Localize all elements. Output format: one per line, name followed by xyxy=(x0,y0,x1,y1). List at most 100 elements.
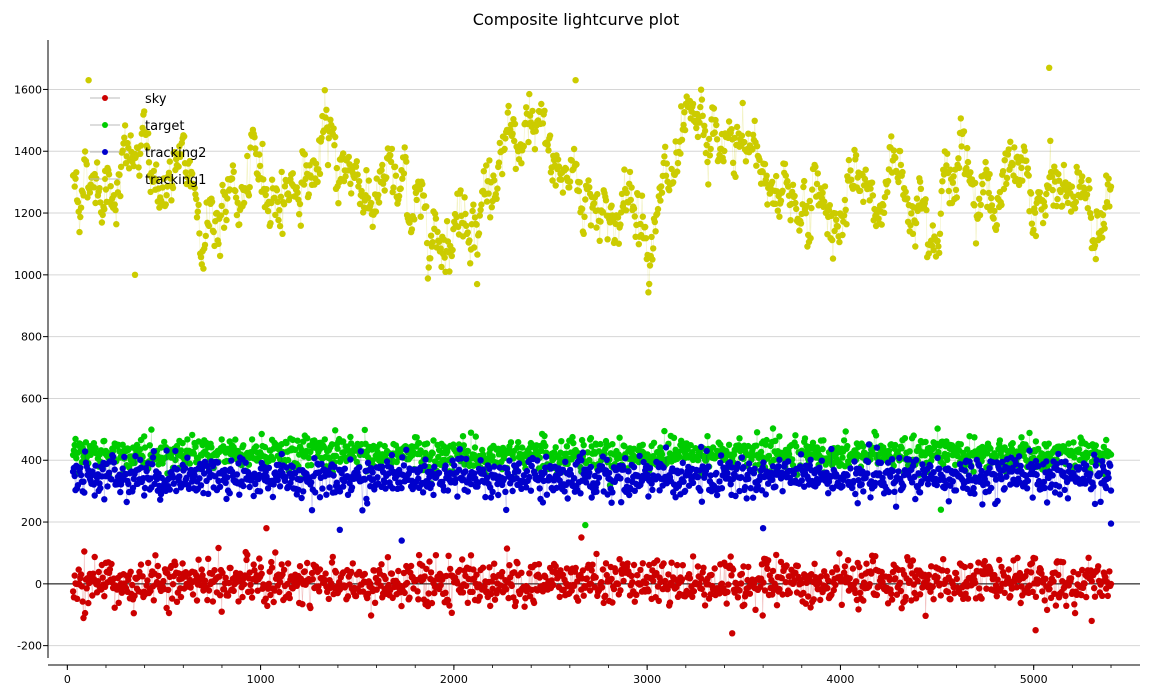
data-point xyxy=(593,224,600,231)
data-point xyxy=(470,201,477,208)
data-point xyxy=(541,107,548,115)
data-point xyxy=(196,230,203,237)
data-point xyxy=(578,205,586,213)
data-point xyxy=(90,184,98,191)
data-point xyxy=(200,265,207,272)
data-point xyxy=(738,132,746,139)
data-point xyxy=(305,191,312,198)
data-point xyxy=(907,222,914,229)
data-point xyxy=(658,189,666,196)
data-point xyxy=(895,178,902,186)
data-point xyxy=(646,280,653,288)
data-point xyxy=(453,213,460,221)
data-point xyxy=(538,100,545,108)
data-point xyxy=(105,171,113,178)
data-point xyxy=(455,223,462,230)
data-point xyxy=(627,196,634,204)
data-point xyxy=(466,237,473,244)
data-point xyxy=(229,162,237,169)
x-tick-label: 3000 xyxy=(633,673,661,686)
data-point xyxy=(259,140,266,148)
data-point xyxy=(585,177,592,184)
data-point xyxy=(163,192,170,199)
data-point xyxy=(582,196,589,203)
data-point xyxy=(706,152,714,159)
data-point xyxy=(388,145,396,153)
data-point xyxy=(276,222,284,230)
data-point xyxy=(194,208,201,215)
data-point xyxy=(615,240,622,247)
data-point xyxy=(390,184,397,191)
data-point xyxy=(264,207,272,215)
data-point xyxy=(751,117,758,125)
data-point xyxy=(438,263,445,271)
data-point xyxy=(121,122,129,129)
data-point xyxy=(375,199,383,206)
data-point xyxy=(518,160,525,167)
data-point xyxy=(168,197,175,204)
data-point xyxy=(766,190,773,197)
y-tick-label: 400 xyxy=(21,454,42,467)
data-point xyxy=(93,159,101,166)
data-point xyxy=(654,205,662,213)
data-point xyxy=(554,156,562,163)
data-point xyxy=(769,178,776,185)
data-point xyxy=(787,217,794,224)
data-point xyxy=(353,158,360,165)
data-point xyxy=(202,232,209,240)
data-point xyxy=(318,134,325,142)
data-point xyxy=(297,222,304,229)
data-point xyxy=(800,183,807,191)
data-point xyxy=(841,196,849,204)
data-point xyxy=(784,177,791,185)
data-point xyxy=(776,213,783,220)
data-point xyxy=(177,151,185,158)
data-point xyxy=(559,189,567,196)
data-point xyxy=(821,198,828,205)
data-point xyxy=(544,141,551,149)
data-point xyxy=(232,194,240,201)
data-point xyxy=(937,506,945,513)
data-point xyxy=(475,230,483,237)
data-point xyxy=(531,146,539,153)
data-point xyxy=(153,161,160,168)
data-point xyxy=(111,201,118,208)
data-point xyxy=(696,119,703,126)
data-point xyxy=(781,160,789,168)
data-point xyxy=(427,232,435,239)
data-point xyxy=(193,214,201,221)
y-tick-label: 0 xyxy=(35,578,42,591)
data-point xyxy=(699,112,706,120)
data-point xyxy=(725,118,733,125)
data-point xyxy=(314,178,321,185)
data-point xyxy=(526,112,534,119)
data-point xyxy=(491,177,498,184)
data-point xyxy=(301,151,308,158)
data-point xyxy=(532,128,539,135)
data-point xyxy=(379,161,386,169)
data-point xyxy=(71,183,78,190)
data-point xyxy=(793,205,800,213)
data-point xyxy=(1046,64,1053,72)
data-point xyxy=(330,125,337,132)
data-point xyxy=(899,168,906,176)
data-point xyxy=(345,153,352,161)
data-point xyxy=(642,235,650,242)
data-point xyxy=(678,136,686,143)
data-point xyxy=(658,183,665,190)
data-point xyxy=(119,147,126,154)
data-point xyxy=(909,230,917,237)
data-point xyxy=(896,147,904,155)
data-point xyxy=(477,206,484,214)
data-point xyxy=(789,181,797,188)
data-point xyxy=(614,214,622,221)
data-point xyxy=(424,275,432,282)
data-point xyxy=(917,185,925,192)
data-point xyxy=(803,202,810,210)
data-point xyxy=(296,211,303,218)
data-point xyxy=(381,187,388,194)
data-point xyxy=(549,177,556,184)
data-point xyxy=(360,209,367,216)
data-point xyxy=(107,183,114,190)
data-point xyxy=(523,104,530,111)
